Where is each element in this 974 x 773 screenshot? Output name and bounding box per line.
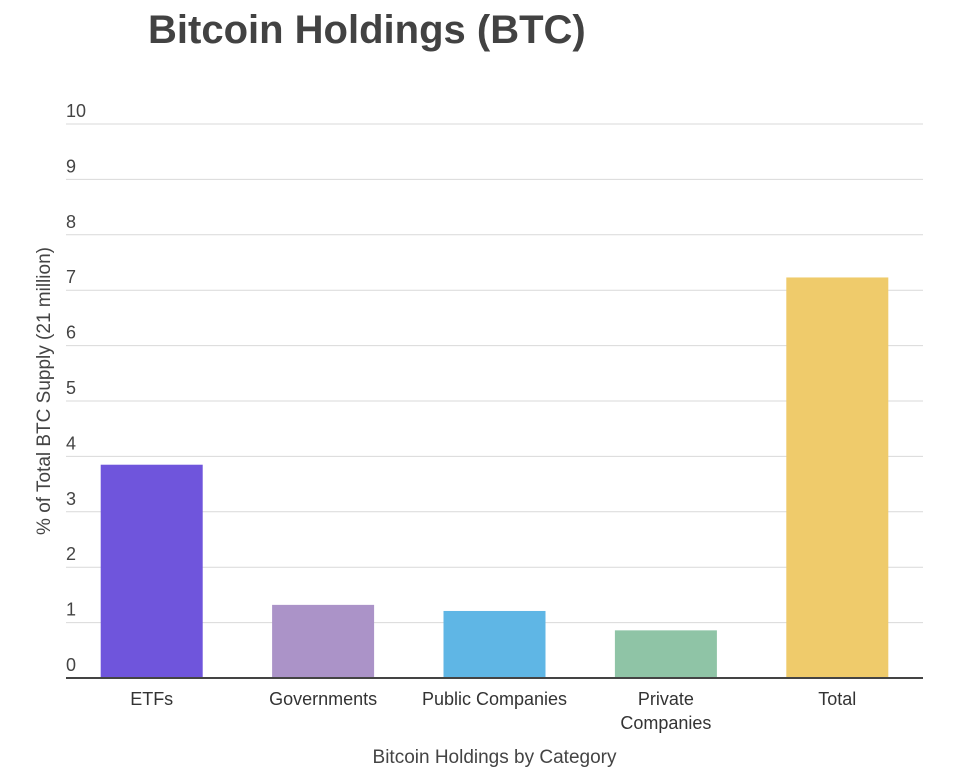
y-tick-label: 8	[66, 212, 76, 232]
x-tick-label-line: Companies	[620, 713, 711, 733]
bar	[100, 464, 203, 678]
x-tick-label: ETFs	[130, 689, 173, 709]
bar	[272, 604, 375, 678]
chart-title: Bitcoin Holdings (BTC)	[148, 8, 586, 52]
y-tick-label: 5	[66, 378, 76, 398]
bar	[443, 610, 546, 678]
y-tick-label: 7	[66, 267, 76, 287]
x-tick-label-line: ETFs	[130, 689, 173, 709]
bar	[786, 277, 889, 678]
x-tick-label: Private Companies	[620, 689, 711, 733]
x-axis-title: Bitcoin Holdings by Category	[373, 747, 617, 768]
x-tick-label-line: Public Companies	[422, 689, 567, 709]
bars	[100, 277, 889, 678]
x-tick-label-line: Private	[638, 689, 694, 709]
y-tick-label: 9	[66, 156, 76, 176]
x-tick-label: Governments	[269, 689, 377, 709]
gridlines	[66, 123, 923, 624]
y-tick-labels: 0 1 2 3 4 5 6 7 8 9 10	[66, 101, 86, 675]
y-tick-label: 1	[66, 600, 76, 620]
y-axis-title: % of Total BTC Supply (21 million)	[34, 247, 55, 535]
x-tick-label-line: Governments	[269, 689, 377, 709]
x-tick-labels: ETFs Governments Public Companies Private Co…	[130, 689, 856, 733]
y-tick-label: 6	[66, 323, 76, 343]
x-tick-label-line: Total	[818, 689, 856, 709]
y-tick-label: 4	[66, 433, 76, 453]
y-tick-label: 3	[66, 489, 76, 509]
y-tick-label: 10	[66, 101, 86, 121]
bar	[614, 630, 717, 678]
y-tick-label: 0	[66, 655, 76, 675]
y-tick-label: 2	[66, 544, 76, 564]
x-tick-label: Total	[818, 689, 856, 709]
x-tick-label: Public Companies	[422, 689, 567, 709]
